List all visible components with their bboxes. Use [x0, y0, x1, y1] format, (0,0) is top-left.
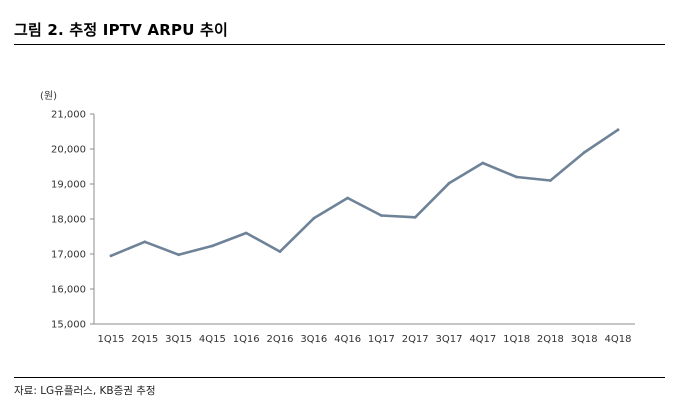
data-point	[515, 175, 518, 179]
y-tick-label: 18,000	[51, 215, 86, 226]
data-point	[143, 240, 147, 244]
y-tick-label: 15,000	[51, 320, 86, 331]
x-tick-label: 2Q18	[537, 334, 564, 345]
x-tick-label: 4Q15	[199, 334, 226, 345]
figure-title: 그림 2. 추정 IPTV ARPU 추이	[14, 21, 228, 39]
title-rule	[14, 44, 665, 45]
x-tick-label: 1Q17	[368, 334, 395, 345]
x-tick-label: 2Q17	[402, 334, 429, 345]
series-group	[109, 128, 620, 258]
x-tick-label: 4Q16	[334, 334, 361, 345]
x-tick-label: 1Q15	[98, 334, 125, 345]
footer-rule	[14, 377, 665, 378]
y-axis-unit-label: (원)	[40, 90, 57, 102]
data-point	[616, 128, 620, 132]
x-tick-label: 2Q16	[267, 334, 294, 345]
x-tick-label: 1Q16	[233, 334, 260, 345]
data-point	[177, 253, 181, 257]
y-tick-label: 17,000	[51, 250, 86, 261]
y-tick-label: 20,000	[51, 145, 86, 156]
data-point	[244, 231, 248, 235]
data-point	[549, 179, 552, 182]
x-tick-label: 4Q17	[469, 334, 496, 345]
data-point	[312, 216, 316, 220]
data-point	[346, 196, 349, 200]
x-tick-label: 3Q17	[436, 334, 463, 345]
data-point	[447, 181, 451, 185]
data-point	[413, 215, 417, 219]
data-point	[278, 250, 282, 254]
x-tick-label: 2Q15	[131, 334, 158, 345]
source-note: 자료: LG유플러스, KB증권 추정	[14, 385, 156, 397]
x-tick-label: 3Q15	[165, 334, 192, 345]
y-tick-label: 21,000	[51, 110, 86, 121]
data-point	[109, 254, 113, 258]
data-point	[481, 161, 485, 165]
data-point	[380, 214, 383, 217]
x-tick-label: 3Q16	[300, 334, 327, 345]
x-tick-label: 1Q18	[503, 334, 530, 345]
x-tick-label: 3Q18	[571, 334, 598, 345]
x-axis: 1Q15 2Q15 3Q15 4Q15 1Q16 2Q16 3Q16 4Q16 1Q17 2Q17…	[94, 323, 635, 345]
x-tick-label: 4Q18	[605, 334, 632, 345]
data-point	[582, 151, 586, 154]
y-tick-label: 19,000	[51, 180, 86, 191]
series-line-arpu	[109, 128, 620, 258]
data-point	[211, 244, 214, 248]
y-tick-label: 16,000	[51, 285, 86, 296]
y-axis: 15,000 16,000 17,000 18,000 19,000 20,000 21,0…	[51, 110, 95, 331]
